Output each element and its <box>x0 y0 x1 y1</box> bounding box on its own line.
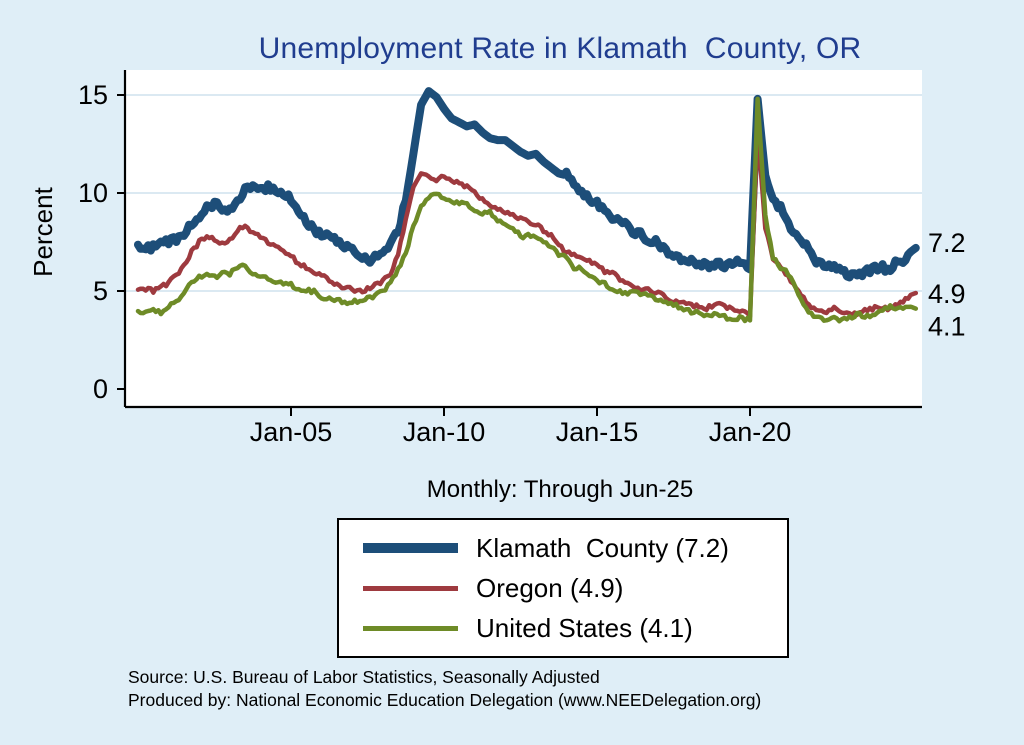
y-axis-title: Percent <box>28 186 58 276</box>
source-notes: Source: U.S. Bureau of Labor Statistics,… <box>128 666 761 712</box>
x-tick-label: Jan-10 <box>403 417 486 447</box>
chart-title: Unemployment Rate in Klamath County, OR <box>258 32 862 65</box>
legend: Klamath County (7.2) Oregon (4.9) United… <box>337 518 789 658</box>
x-tick-label: Jan-15 <box>556 417 639 447</box>
legend-item-oregon: Oregon (4.9) <box>363 573 787 604</box>
x-axis-ticks: Jan-05 Jan-10 Jan-15 Jan-20 <box>250 407 792 447</box>
y-tick-label: 15 <box>78 80 108 110</box>
source-note-line: Source: U.S. Bureau of Labor Statistics,… <box>128 667 600 687</box>
end-value-label: 4.1 <box>928 312 966 342</box>
series-line-united-states <box>135 96 919 324</box>
series-end-labels: 7.2 4.94.1 <box>928 228 966 342</box>
y-axis-ticks: 0 5 10 15 <box>78 80 125 404</box>
legend-label-klamath: Klamath County (7.2) <box>476 532 729 563</box>
x-tick-label: Jan-20 <box>709 417 792 447</box>
legend-line-swatch-klamath <box>363 543 458 553</box>
chart-subtitle: Monthly: Through Jun-25 <box>426 476 694 503</box>
legend-item-klamath-county: Klamath County (7.2) <box>363 533 787 564</box>
end-value-label: 7.2 <box>928 228 966 258</box>
y-tick-label: 0 <box>93 374 108 404</box>
end-value-label: 4.9 <box>928 279 966 309</box>
x-tick-label: Jan-05 <box>250 417 333 447</box>
gridlines <box>125 94 922 292</box>
legend-label-oregon: Oregon (4.9) <box>476 572 624 603</box>
produced-by-note-line: Produced by: National Economic Education… <box>128 690 762 710</box>
y-tick-label: 10 <box>78 178 108 208</box>
series-lines <box>134 87 920 324</box>
y-tick-label: 5 <box>93 276 108 306</box>
series-line-klamath-county <box>134 87 920 282</box>
legend-label-united-states: United States (4.1) <box>476 612 693 643</box>
legend-item-united-states: United States (4.1) <box>363 613 787 644</box>
legend-line-swatch-united-states <box>363 625 458 631</box>
legend-line-swatch-oregon <box>363 585 458 591</box>
